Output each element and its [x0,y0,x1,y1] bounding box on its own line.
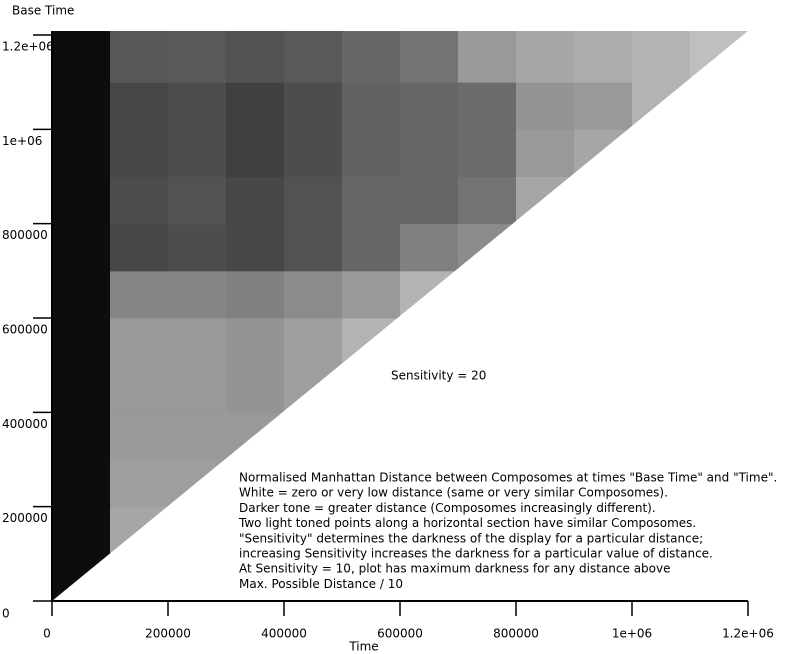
heatmap-cell [516,129,575,177]
heatmap-cell [342,176,401,225]
heatmap-cell [574,31,633,83]
annotation-line: increasing Sensitivity increases the dar… [239,547,713,561]
annotation-line: At Sensitivity = 10, plot has maximum da… [239,562,671,576]
heatmap-cell [342,31,401,83]
heatmap-cell [400,176,459,225]
heatmap-cell [110,129,169,177]
heatmap-cell [574,82,633,130]
heatmap-cell [110,412,169,460]
heatmap-cell [226,129,285,177]
heatmap-cell [516,31,575,83]
y-tick-label: 800000 [2,228,48,242]
heatmap-cell [168,129,227,177]
heatmap-cell [168,31,227,83]
annotation: Sensitivity = 20 [391,369,486,383]
heatmap-cell [342,223,401,272]
heatmap-cell [52,176,111,225]
heatmap-cell [400,223,459,272]
heatmap-cell [168,223,227,272]
x-tick-label: 1.2e+06 [722,627,774,641]
heatmap-cell [110,365,169,413]
heatmap-cell [110,82,169,130]
x-axis-title: Time [348,640,378,654]
heatmap-cell [168,82,227,130]
heatmap-cell [110,31,169,83]
heatmap-cell [284,223,343,272]
heatmap-cell [52,31,111,83]
heatmap-cell [632,31,691,83]
heatmap-cell [342,129,401,177]
heatmap-cell [458,176,517,225]
heatmap-cell [342,270,401,319]
heatmap-cell [458,31,517,83]
x-tick-label: 600000 [377,627,423,641]
heatmap-cell [52,365,111,413]
heatmap-cell [110,223,169,272]
heatmap-cell [226,270,285,319]
heatmap-cell [342,82,401,130]
y-tick-label: 200000 [2,511,48,525]
heatmap-cell [226,365,285,413]
heatmap-cell [458,129,517,177]
heatmap-cell [52,412,111,460]
heatmap-cell [110,270,169,319]
annotation-line: White = zero or very low distance (same … [239,486,668,500]
heatmap-cell [52,270,111,319]
heatmap-cell [226,31,285,83]
heatmap-cell [168,412,227,460]
heatmap-cell [284,176,343,225]
x-tick-label: 800000 [493,627,539,641]
annotation-line: Darker tone = greater distance (Composom… [239,501,656,515]
heatmap-cell [284,270,343,319]
heatmap-cell [400,31,459,83]
heatmap-cell [400,82,459,130]
heatmap-cell [516,82,575,130]
heatmap-cell [168,176,227,225]
heatmap-cell [52,129,111,177]
y-tick-label: 1e+06 [2,134,42,148]
heatmap-cell [226,82,285,130]
x-tick-label: 400000 [261,627,307,641]
y-tick-label: 1.2e+06 [2,40,54,54]
heatmap-cell [52,506,111,555]
heatmap-cell [458,82,517,130]
heatmap-cell [284,129,343,177]
x-tick-label: 1e+06 [612,627,652,641]
annotation-line: Normalised Manhattan Distance between Co… [239,471,777,485]
heatmap-cell [226,176,285,225]
y-tick-label: 0 [2,607,10,621]
heatmap-cell [110,176,169,225]
heatmap-cell [52,223,111,272]
heatmap-cell [168,270,227,319]
heatmap-cell [284,31,343,83]
y-tick-label: 400000 [2,417,48,431]
x-tick-label: 0 [43,627,51,641]
heatmap-cell [168,365,227,413]
heatmap-cell [284,318,343,366]
heatmap-cell [168,318,227,366]
annotation-line: Two light toned points along a horizonta… [238,516,696,530]
heatmap-cell [226,223,285,272]
heatmap-cell [110,318,169,366]
annotation-line: Max. Possible Distance / 10 [239,577,403,591]
heatmap-cell [110,459,169,508]
heatmap-cell [52,82,111,130]
heatmap-cell [52,318,111,366]
heatmap-cell [226,318,285,366]
heatmap-cell [400,129,459,177]
y-tick-label: 600000 [2,323,48,337]
y-axis-title: Base Time [12,4,74,18]
heatmap-cell [284,82,343,130]
heatmap-cell [52,459,111,508]
annotation-line: "Sensitivity" determines the darkness of… [239,531,703,545]
x-tick-label: 200000 [145,627,191,641]
